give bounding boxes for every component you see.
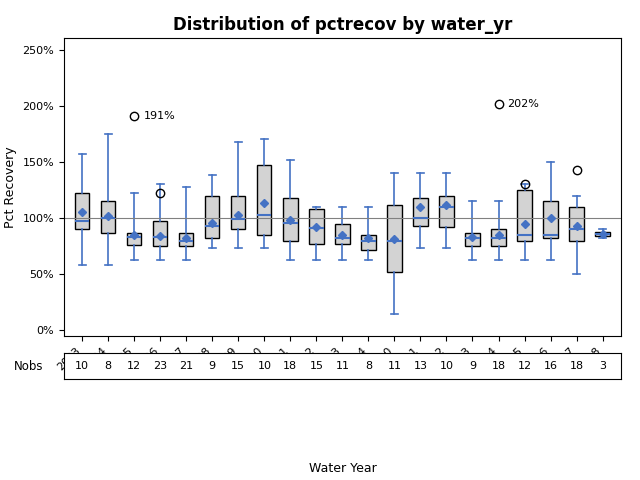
PathPatch shape — [153, 221, 168, 246]
Text: 8: 8 — [365, 361, 372, 371]
Text: 13: 13 — [413, 361, 428, 371]
PathPatch shape — [570, 207, 584, 240]
Text: 11: 11 — [335, 361, 349, 371]
PathPatch shape — [595, 231, 610, 236]
Text: 16: 16 — [543, 361, 557, 371]
PathPatch shape — [179, 233, 193, 246]
PathPatch shape — [413, 198, 428, 226]
Text: Water Year: Water Year — [308, 462, 376, 475]
PathPatch shape — [284, 198, 298, 240]
Text: 3: 3 — [599, 361, 606, 371]
Text: 9: 9 — [469, 361, 476, 371]
PathPatch shape — [231, 196, 246, 229]
Text: 11: 11 — [387, 361, 401, 371]
PathPatch shape — [517, 190, 532, 240]
PathPatch shape — [335, 224, 349, 244]
Text: 12: 12 — [127, 361, 141, 371]
PathPatch shape — [101, 201, 115, 233]
PathPatch shape — [387, 204, 401, 272]
Title: Distribution of pctrecov by water_yr: Distribution of pctrecov by water_yr — [173, 16, 512, 34]
PathPatch shape — [465, 233, 479, 246]
PathPatch shape — [205, 196, 220, 238]
PathPatch shape — [257, 165, 271, 235]
PathPatch shape — [439, 196, 454, 227]
Text: 10: 10 — [440, 361, 454, 371]
Text: 8: 8 — [105, 361, 112, 371]
PathPatch shape — [309, 209, 324, 244]
Text: 191%: 191% — [143, 111, 175, 121]
Text: Nobs: Nobs — [13, 360, 43, 372]
PathPatch shape — [361, 235, 376, 250]
Text: 18: 18 — [492, 361, 506, 371]
Text: 21: 21 — [179, 361, 193, 371]
Text: 202%: 202% — [508, 98, 540, 108]
Text: 15: 15 — [231, 361, 245, 371]
PathPatch shape — [75, 193, 90, 229]
PathPatch shape — [127, 233, 141, 245]
Text: 12: 12 — [518, 361, 532, 371]
Text: 18: 18 — [570, 361, 584, 371]
Text: 9: 9 — [209, 361, 216, 371]
Text: 10: 10 — [76, 361, 89, 371]
PathPatch shape — [543, 201, 557, 238]
Text: 23: 23 — [153, 361, 167, 371]
Text: 18: 18 — [284, 361, 298, 371]
Text: 10: 10 — [257, 361, 271, 371]
Y-axis label: Pct Recovery: Pct Recovery — [4, 146, 17, 228]
PathPatch shape — [492, 229, 506, 246]
Text: 15: 15 — [309, 361, 323, 371]
